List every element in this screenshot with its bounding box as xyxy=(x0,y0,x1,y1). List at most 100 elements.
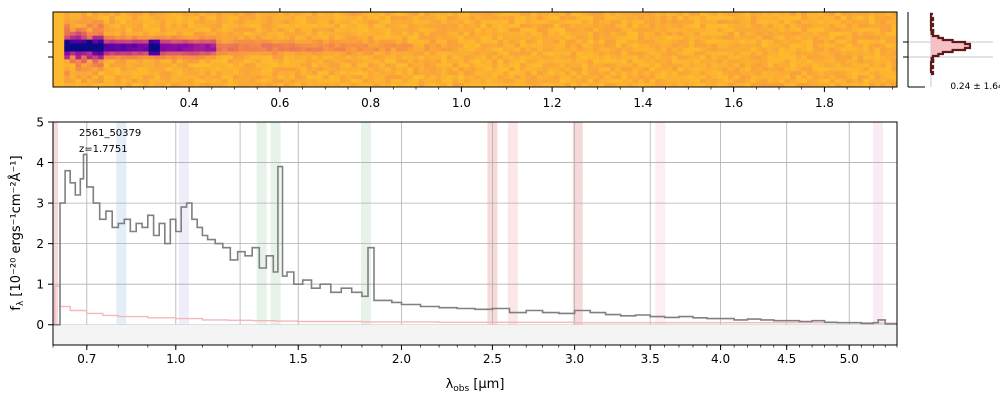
heatmap-cell xyxy=(587,19,594,25)
heatmap-cell xyxy=(334,79,341,84)
heatmap-cell xyxy=(154,35,161,41)
heatmap-cell xyxy=(131,27,138,33)
heatmap-cell xyxy=(345,75,352,80)
heatmap-cell xyxy=(604,43,611,49)
heatmap-cell xyxy=(700,15,707,21)
heatmap-cell xyxy=(345,63,352,68)
heatmap-cell xyxy=(491,55,499,60)
heatmap-cell xyxy=(840,19,847,25)
heatmap-cell xyxy=(705,59,712,64)
heatmap-cell xyxy=(745,27,752,33)
heatmap-cell xyxy=(272,51,279,57)
heatmap-cell xyxy=(109,83,116,87)
heatmap-cell xyxy=(407,43,414,49)
heatmap-cell xyxy=(767,51,774,57)
heatmap-cell xyxy=(334,75,341,80)
heatmap-cell xyxy=(384,83,392,87)
profile-panel: 0.24 ± 1.64 xyxy=(903,12,1000,92)
heatmap-cell xyxy=(379,75,386,80)
heatmap-cell xyxy=(182,63,189,68)
heatmap-cell xyxy=(345,15,352,21)
heatmap-cell xyxy=(874,75,881,80)
heatmap-cell xyxy=(739,47,746,53)
heatmap-cell xyxy=(351,71,358,76)
heatmap-cell xyxy=(306,75,313,80)
heatmap-cell xyxy=(81,12,88,17)
heatmap-cell xyxy=(92,39,99,45)
heatmap-cell xyxy=(508,63,515,68)
y-axis-label: fλ [10⁻²⁰ ergs⁻¹cm⁻²Å⁻¹] xyxy=(8,155,26,310)
heatmap-cell xyxy=(536,12,544,17)
heatmap-cell xyxy=(756,71,763,76)
heatmap-cell xyxy=(469,47,476,53)
heatmap-cell xyxy=(525,12,532,17)
heatmap-cell xyxy=(401,27,409,33)
heatmap-cell xyxy=(58,75,65,80)
heatmap-cell xyxy=(159,39,167,45)
heatmap-cell xyxy=(328,47,335,53)
heatmap-cell xyxy=(570,55,577,60)
heatmap-cell xyxy=(165,51,172,57)
heatmap-cell xyxy=(880,67,887,72)
heatmap-cell xyxy=(413,39,420,45)
heatmap-cell xyxy=(92,51,99,57)
heatmap-cell xyxy=(272,83,279,87)
heatmap-cell xyxy=(390,35,397,41)
heatmap-cell xyxy=(638,75,645,80)
heatmap-cell xyxy=(171,43,178,49)
heatmap-cell xyxy=(700,35,707,41)
heatmap-cell xyxy=(199,39,206,45)
heatmap-cell xyxy=(480,67,487,72)
heatmap-cell xyxy=(559,71,566,76)
heatmap-cell xyxy=(581,63,589,68)
heatmap-cell xyxy=(773,67,780,72)
heatmap-cell xyxy=(795,67,802,72)
heatmap-cell xyxy=(193,31,200,37)
heatmap-cell xyxy=(396,71,403,76)
heatmap-cell xyxy=(86,43,93,49)
heatmap-cell xyxy=(514,71,521,76)
heatmap-cell xyxy=(531,75,538,80)
heatmap-cell xyxy=(469,39,476,45)
heatmap-cell xyxy=(81,31,88,37)
heatmap-cell xyxy=(666,39,673,45)
heatmap-cell xyxy=(863,31,870,37)
heatmap-cell xyxy=(514,67,521,72)
heatmap-cell xyxy=(351,23,358,29)
heatmap-cell xyxy=(565,75,572,80)
heatmap-cell xyxy=(643,43,651,49)
heatmap-cell xyxy=(120,55,127,60)
heatmap-cell xyxy=(396,79,403,84)
heatmap-cell xyxy=(75,79,82,84)
heatmap-cell xyxy=(199,79,206,84)
heatmap-cell xyxy=(818,71,825,76)
heatmap-cell xyxy=(728,79,735,84)
heatmap-cell xyxy=(345,39,352,45)
heatmap-cell xyxy=(233,47,240,53)
heatmap-cell xyxy=(711,23,718,29)
heatmap-cell xyxy=(486,75,493,80)
heatmap-cell xyxy=(143,71,150,76)
heatmap-cell xyxy=(69,71,77,76)
heatmap-cell xyxy=(778,83,786,87)
heatmap-cell xyxy=(823,83,831,87)
heatmap-cell xyxy=(64,47,71,53)
heatmap-cell xyxy=(655,83,662,87)
heatmap-cell xyxy=(891,59,897,64)
heatmap-cell xyxy=(137,51,144,57)
heatmap-cell xyxy=(69,47,77,53)
heatmap-cell xyxy=(806,12,814,17)
heatmap-cell xyxy=(289,19,296,25)
heatmap-cell xyxy=(649,59,656,64)
heatmap-cell xyxy=(221,23,229,29)
heatmap-cell xyxy=(204,63,212,68)
heatmap-cell xyxy=(739,67,746,72)
heatmap-cell xyxy=(728,47,735,53)
heatmap-cell xyxy=(351,39,358,45)
heatmap-cell xyxy=(283,83,290,87)
heatmap-cell xyxy=(255,83,262,87)
heatmap-cell xyxy=(508,71,515,76)
heatmap-cell xyxy=(58,12,65,17)
heatmap-cell xyxy=(806,27,814,33)
